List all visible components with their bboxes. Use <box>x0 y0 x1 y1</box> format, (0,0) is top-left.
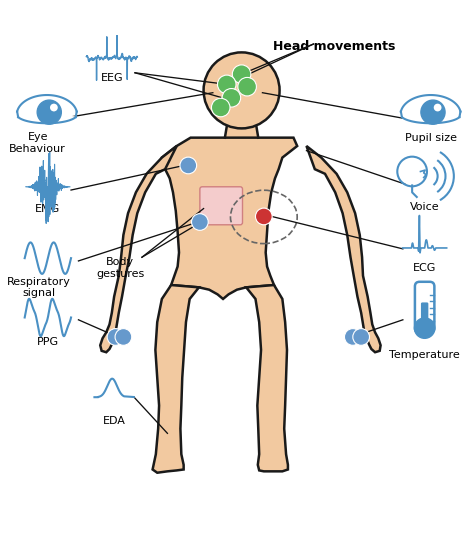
Circle shape <box>115 329 132 345</box>
Circle shape <box>345 329 361 345</box>
Circle shape <box>180 157 197 174</box>
Circle shape <box>255 208 272 225</box>
Polygon shape <box>307 146 381 352</box>
Polygon shape <box>401 95 460 123</box>
Text: EMG: EMG <box>35 204 61 214</box>
Polygon shape <box>162 138 297 299</box>
Circle shape <box>50 103 58 111</box>
Circle shape <box>191 214 208 230</box>
Circle shape <box>238 77 256 96</box>
Text: Pupil size: Pupil size <box>405 133 456 143</box>
Polygon shape <box>153 285 199 473</box>
Circle shape <box>37 100 61 124</box>
Polygon shape <box>17 95 77 123</box>
FancyBboxPatch shape <box>200 187 243 225</box>
Text: EDA: EDA <box>103 416 126 426</box>
Circle shape <box>211 98 230 117</box>
Polygon shape <box>225 126 258 138</box>
Polygon shape <box>246 285 288 471</box>
Circle shape <box>434 103 441 111</box>
Circle shape <box>353 329 370 345</box>
Text: ECG: ECG <box>413 263 437 273</box>
FancyBboxPatch shape <box>421 302 428 328</box>
Polygon shape <box>100 146 177 352</box>
Text: Body
gestures: Body gestures <box>96 257 144 279</box>
Circle shape <box>414 318 435 338</box>
Text: Respiratory
signal: Respiratory signal <box>7 277 71 298</box>
Text: Temperature: Temperature <box>389 350 460 360</box>
Text: Eye
Behaviour: Eye Behaviour <box>9 132 66 154</box>
Text: PPG: PPG <box>37 337 59 347</box>
Circle shape <box>218 75 236 94</box>
Circle shape <box>203 52 280 128</box>
Circle shape <box>107 329 124 345</box>
Circle shape <box>222 88 241 107</box>
FancyBboxPatch shape <box>415 282 434 333</box>
Circle shape <box>232 65 251 84</box>
Text: Head movements: Head movements <box>273 41 395 53</box>
Text: EEG: EEG <box>100 73 123 83</box>
Text: Voice: Voice <box>410 201 439 212</box>
Circle shape <box>421 100 445 124</box>
